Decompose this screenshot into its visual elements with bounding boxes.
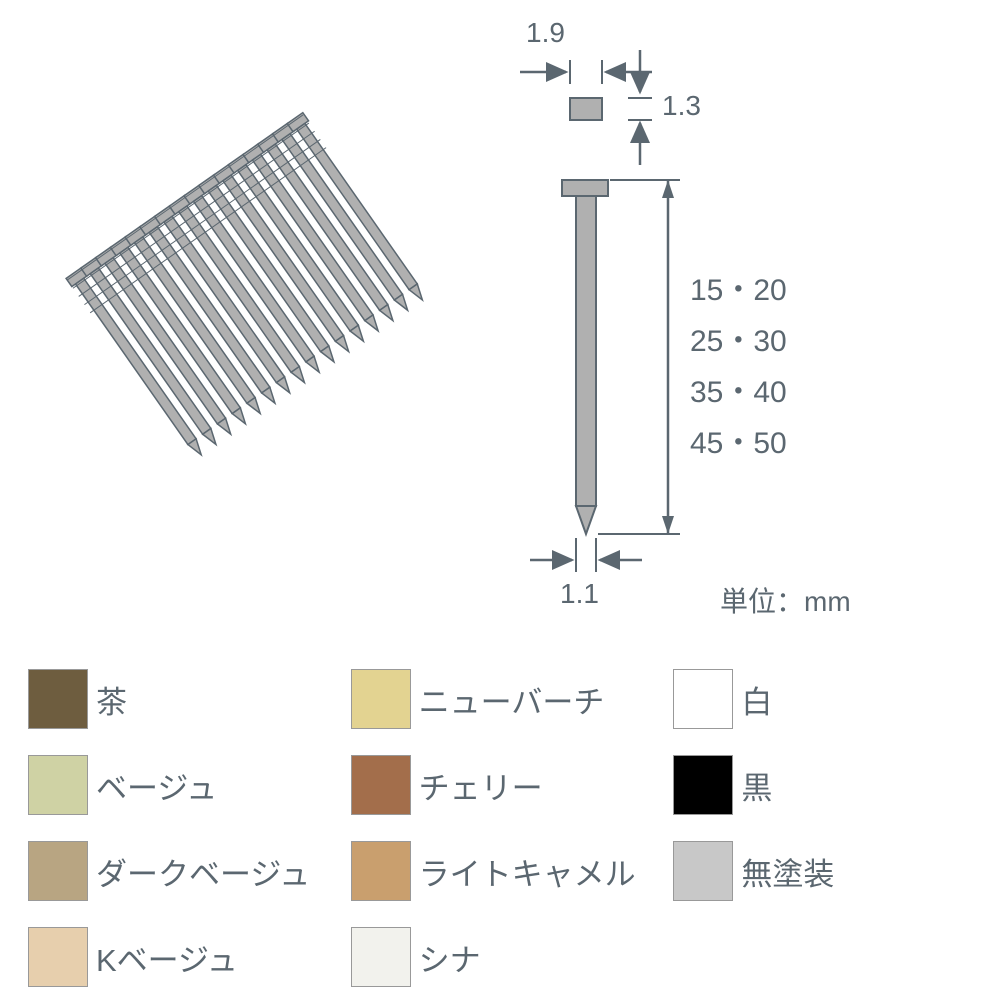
- swatch-label: 無塗装: [741, 849, 834, 894]
- nail-strip-illustration: [40, 90, 460, 515]
- swatch-item: ライトキャメル: [351, 832, 666, 910]
- length-list: 15・20 25・30 35・40 45・50: [690, 265, 787, 469]
- swatch-label: 白: [741, 677, 772, 722]
- color-swatch: [351, 755, 411, 815]
- swatch-label: シナ: [419, 935, 481, 980]
- color-swatch: [351, 841, 411, 901]
- swatch-item: ニューバーチ: [351, 660, 666, 738]
- swatch-label: 茶: [96, 677, 127, 722]
- swatch-item: チェリー: [351, 746, 666, 824]
- swatch-item: ベージュ: [28, 746, 343, 824]
- swatch-label: Kベージュ: [96, 935, 238, 980]
- color-swatch: [673, 755, 733, 815]
- swatch-label: ライトキャメル: [419, 849, 636, 894]
- swatch-label: 黒: [741, 763, 772, 808]
- swatch-item: 白: [673, 660, 988, 738]
- head-height-label: 1.3: [662, 90, 701, 122]
- color-swatch: [28, 927, 88, 987]
- diagram-area: 1.9 1.3 1.1 15・20 25・30 35・40 45・50 単位：m…: [0, 0, 1000, 650]
- swatch-item: 茶: [28, 660, 343, 738]
- swatch-label: ベージュ: [96, 763, 217, 808]
- color-swatch: [673, 669, 733, 729]
- swatch-label: ダークベージュ: [96, 849, 310, 894]
- swatch-item: シナ: [351, 918, 666, 996]
- swatch-item: 黒: [673, 746, 988, 824]
- unit-label: 単位：mm: [720, 580, 851, 620]
- swatch-label: ニューバーチ: [419, 677, 605, 722]
- color-swatch: [28, 841, 88, 901]
- length-line: 35・40: [690, 367, 787, 418]
- length-line: 45・50: [690, 418, 787, 469]
- color-swatch: [673, 841, 733, 901]
- shank-width-label: 1.1: [560, 578, 599, 610]
- swatch-item: 無塗装: [673, 832, 988, 910]
- color-swatch: [351, 927, 411, 987]
- length-line: 25・30: [690, 316, 787, 367]
- head-width-label: 1.9: [526, 17, 565, 49]
- swatch-item: ダークベージュ: [28, 832, 343, 910]
- color-swatch: [351, 669, 411, 729]
- color-swatch-grid: 茶 ニューバーチ 白ベージュ チェリー 黒ダークベージュ ライトキャメル 無塗装 Kベージュ シ…: [28, 660, 988, 996]
- color-swatch: [28, 669, 88, 729]
- swatch-label: チェリー: [419, 763, 543, 808]
- color-swatch: [28, 755, 88, 815]
- length-line: 15・20: [690, 265, 787, 316]
- swatch-item: Kベージュ: [28, 918, 343, 996]
